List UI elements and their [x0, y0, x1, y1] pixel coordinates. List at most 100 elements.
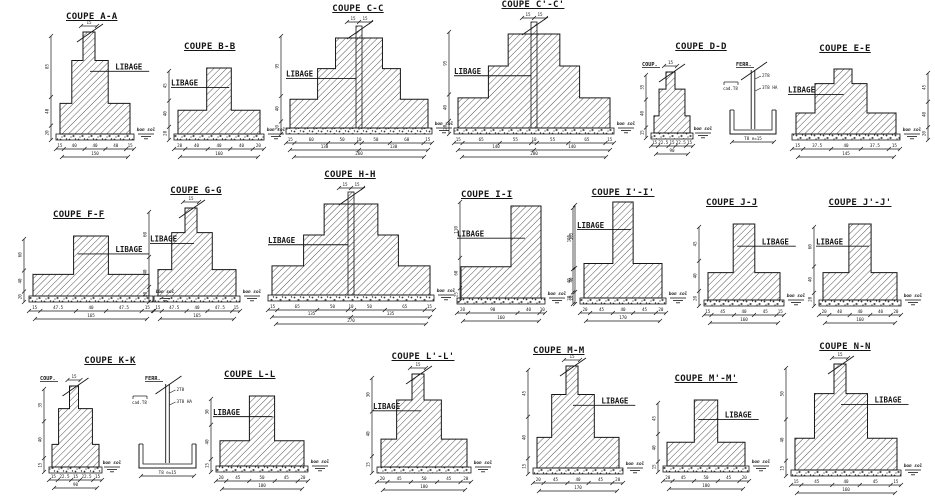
dim-tick	[21, 268, 27, 273]
dim-tick	[653, 151, 659, 157]
dim-tick	[925, 99, 931, 104]
dim-label: 135	[387, 311, 395, 316]
dim-tick	[345, 307, 351, 313]
lean-concrete-strip	[28, 295, 154, 303]
dim-label: 15	[234, 305, 240, 310]
dim-tick	[166, 124, 172, 130]
section-drawing-mmp: bon sol LIBAGE 20 45 50 45 20 180 15 40 45	[651, 399, 771, 492]
dim-label: 40	[17, 278, 22, 284]
dim-tick	[146, 254, 152, 260]
dim-label: 40	[88, 305, 94, 310]
section-title: COUPE J-J	[706, 198, 758, 208]
wall-break-line	[827, 355, 855, 375]
dim-tick	[845, 355, 851, 361]
dim-tick	[583, 318, 589, 324]
dim-label: 20	[177, 143, 183, 148]
dim-label: 105	[568, 232, 573, 240]
dim-label: 180	[420, 484, 428, 489]
dim-tick	[123, 146, 129, 152]
dim-tick	[273, 321, 279, 327]
dim-tick	[683, 143, 689, 149]
dim-tick	[103, 308, 109, 314]
section-title: COUPE L'-L'	[391, 352, 455, 362]
dim-label: 95	[274, 63, 279, 69]
lean-concrete-strip	[267, 294, 435, 302]
libage-label: LIBAGE	[725, 411, 753, 420]
concrete-section	[460, 205, 542, 299]
dim-label: 40	[575, 477, 581, 482]
dim-label: 40	[651, 445, 656, 451]
concrete-section	[653, 71, 691, 134]
dim-tick	[219, 486, 225, 492]
dim-label: 22.5	[81, 474, 92, 479]
dim-tick	[278, 131, 284, 137]
dim-label: 60	[142, 232, 147, 238]
rebar-callout: 3T8 HA	[762, 85, 778, 91]
dim-label: 40	[216, 143, 222, 148]
ground-level-label: bon sol	[904, 463, 923, 469]
dim-tick	[794, 490, 800, 496]
dim-label: 15	[73, 474, 79, 479]
dim-tick	[159, 308, 165, 314]
lean-concrete-strip	[532, 467, 624, 475]
stirrup-callout: cad.T8	[132, 400, 147, 405]
section-title: COUPE M-M	[533, 346, 585, 356]
dim-label: 150	[91, 151, 99, 156]
dim-label: 40	[692, 273, 697, 279]
coupe-sublabel: COUP.	[642, 62, 658, 68]
section-title: COUPE H-H	[324, 170, 376, 180]
dim-tick	[892, 490, 898, 496]
ground-level-label: bon sol	[903, 127, 922, 133]
ground-level-label: bon sol	[437, 288, 456, 294]
dim-label: 45	[235, 475, 241, 480]
dim-tick	[737, 478, 742, 484]
dim-label: 35	[37, 402, 42, 408]
dim-label: 15	[687, 140, 693, 145]
dim-tick	[359, 140, 365, 146]
dim-tick	[291, 154, 297, 160]
callout-leader	[169, 401, 176, 406]
dim-label: 40	[113, 143, 119, 148]
dim-tick	[455, 147, 461, 153]
dim-tick	[353, 140, 359, 146]
dim-label: 20	[256, 143, 262, 148]
dim-label: 15	[607, 137, 613, 142]
dim-tick	[421, 140, 426, 146]
dim-label: 47.5	[215, 305, 226, 310]
dim-tick	[707, 320, 713, 326]
footing-inner-outline	[142, 444, 193, 465]
section-drawing-hh: 15 15 bon sol LIBAGE 15 65 50 10 50 65 15 135 135 270…	[265, 182, 463, 327]
footing-inner-outline	[733, 110, 773, 131]
dim-tick	[205, 146, 210, 152]
dim-label: 20	[142, 292, 147, 298]
section-drawing-gg: 15 bon sol LIBAGE 15 47.5 40 47.5 15 165 20 40 60	[142, 196, 262, 322]
dim-tick	[561, 357, 567, 363]
section-title: COUPE F-F	[53, 210, 105, 220]
lean-concrete-strip	[790, 469, 902, 477]
dim-tick	[78, 377, 83, 383]
dim-label: 20	[536, 477, 542, 482]
dim-tick	[55, 477, 61, 483]
section-iip: COUPE I'-I' bon sol LIBAGE 20 45 40 45 20 170 20 4…	[568, 188, 700, 328]
dim-label: 20	[692, 295, 697, 301]
dim-tick	[21, 236, 27, 242]
section-drawing-ee: bon sol LIBAGE 15 37.5 40 37.5 15 145 20 40 45	[788, 68, 931, 160]
section-aa: COUPE A-A 15 bon sol LIBAGE 15 40 40 40 15 150 20 4…	[44, 12, 168, 164]
dim-tick	[655, 143, 661, 149]
dim-tick	[465, 310, 471, 316]
dim-tick	[788, 482, 794, 488]
dim-tick	[336, 185, 342, 191]
ground-level-label: bon sol	[103, 460, 122, 466]
dim-tick	[670, 478, 675, 484]
dim-label: 20	[822, 309, 828, 314]
ground-level-label: bon sol	[752, 459, 771, 465]
dim-tick	[103, 146, 108, 152]
section-title: COUPE M'-M'	[674, 374, 738, 384]
dim-label: 22.5	[658, 140, 669, 145]
dim-tick	[146, 284, 152, 290]
dim-tick	[255, 154, 261, 160]
dim-tick	[360, 185, 366, 191]
dim-tick	[48, 94, 54, 100]
dim-label: 20	[566, 295, 571, 301]
dim-tick	[65, 377, 70, 383]
